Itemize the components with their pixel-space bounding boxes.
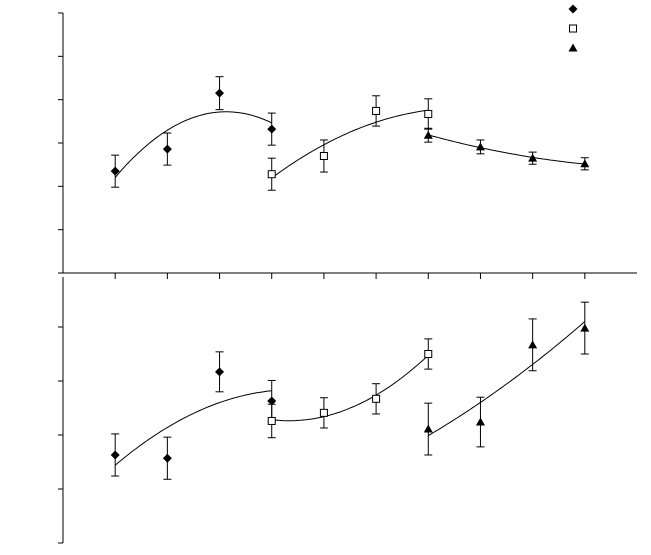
data-point bbox=[162, 453, 172, 463]
data-point bbox=[267, 396, 277, 406]
data-point bbox=[580, 323, 590, 332]
fit-curve bbox=[114, 111, 272, 178]
fit-curve bbox=[428, 134, 585, 165]
data-point bbox=[267, 124, 277, 134]
data-point bbox=[424, 109, 433, 118]
data-point bbox=[424, 350, 433, 358]
legend-marker bbox=[568, 43, 578, 52]
legend-marker bbox=[569, 24, 577, 33]
data-point bbox=[528, 340, 538, 349]
data-point bbox=[110, 450, 120, 460]
data-point bbox=[267, 170, 276, 179]
data-point bbox=[580, 159, 590, 168]
data-point bbox=[215, 367, 225, 377]
data-point bbox=[162, 144, 172, 154]
fit-curve bbox=[271, 109, 429, 179]
data-point bbox=[423, 130, 433, 139]
data-point bbox=[475, 142, 485, 151]
fit-curve bbox=[428, 321, 586, 437]
data-point bbox=[319, 152, 328, 160]
data-point bbox=[475, 417, 485, 426]
data-point bbox=[372, 106, 381, 115]
data-point bbox=[319, 408, 328, 417]
data-point bbox=[372, 394, 381, 403]
data-point bbox=[215, 88, 225, 98]
data-point bbox=[267, 416, 276, 425]
data-point bbox=[528, 153, 538, 162]
legend-marker bbox=[568, 4, 578, 14]
fit-curve bbox=[271, 354, 429, 422]
data-point bbox=[423, 424, 433, 433]
data-point bbox=[110, 166, 120, 176]
fit-curve bbox=[114, 390, 272, 466]
